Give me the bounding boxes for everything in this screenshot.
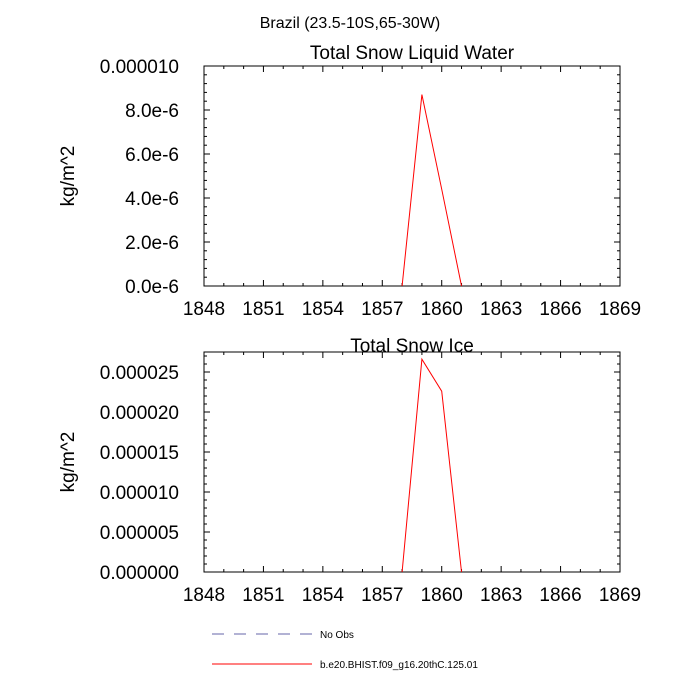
legend-item: No Obs: [212, 630, 354, 641]
y-tick-label: 2.0e-6: [125, 233, 179, 254]
y-tick-label: 0.000005: [100, 523, 179, 544]
legend: No Obs b.e20.BHIST.f09_g16.20thC.125.01: [212, 630, 478, 671]
y-tick-label: 0.000010: [100, 57, 179, 78]
y-tick-label: 0.000010: [100, 483, 179, 504]
x-tick-label: 1857: [361, 299, 403, 320]
y-tick-label: 0.000000: [100, 563, 179, 584]
x-tick-label: 1854: [302, 299, 345, 320]
x-tick-label: 1857: [361, 585, 403, 606]
x-tick-label: 1866: [539, 585, 581, 606]
plot-frame: [203, 65, 621, 287]
y-tick-label: 0.000025: [100, 363, 179, 384]
x-tick-label: 1869: [599, 585, 641, 606]
x-tick-label: 1863: [480, 299, 522, 320]
y-tick-label: 4.0e-6: [125, 189, 179, 210]
x-tick-label: 1869: [599, 299, 641, 320]
y-tick-label: 0.000015: [100, 443, 179, 464]
figure-title: Brazil (23.5-10S,65-30W): [260, 15, 441, 32]
panel-title: Total Snow Liquid Water: [310, 43, 515, 64]
y-tick-label: 0.000020: [100, 403, 179, 424]
y-tick-label: 6.0e-6: [125, 145, 179, 166]
x-tick-label: 1851: [242, 299, 284, 320]
chart-panel-1: Total Snow Liquid Water kg/m^2 1848 1851 185…: [58, 43, 641, 320]
x-tick-label: 1848: [183, 585, 225, 606]
y-axis-label: kg/m^2: [58, 432, 79, 493]
x-tick-label: 1860: [421, 299, 463, 320]
y-tick-label: 0.0e-6: [125, 277, 179, 298]
x-tick-label: 1851: [242, 585, 284, 606]
y-tick-label: 8.0e-6: [125, 101, 179, 122]
panel-title: Total Snow Ice: [350, 336, 474, 357]
series-line: [401, 94, 463, 287]
plot-frame: [203, 351, 621, 573]
x-tick-label: 1860: [421, 585, 463, 606]
chart-panel-2: Total Snow Ice kg/m^2 1848 1851 1854 1857 1860…: [58, 336, 641, 606]
legend-label: b.e20.BHIST.f09_g16.20thC.125.01: [320, 660, 478, 671]
x-tick-label: 1854: [302, 585, 345, 606]
x-tick-label: 1848: [183, 299, 225, 320]
x-tick-label: 1863: [480, 585, 522, 606]
legend-label: No Obs: [320, 630, 354, 641]
series-line: [401, 357, 463, 573]
x-tick-label: 1866: [539, 299, 581, 320]
legend-item: b.e20.BHIST.f09_g16.20thC.125.01: [212, 660, 478, 671]
y-axis-label: kg/m^2: [58, 146, 79, 207]
chart-panels: Total Snow Liquid Water kg/m^2 1848 1851 185…: [58, 43, 641, 606]
